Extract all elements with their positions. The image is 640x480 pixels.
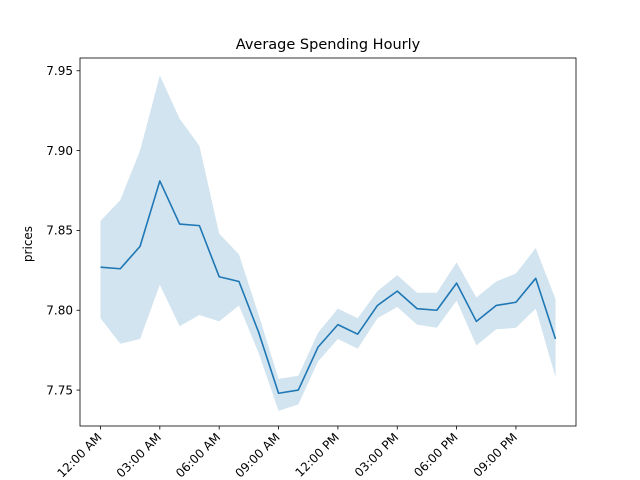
- x-tick-label: 03:00 PM: [352, 430, 401, 479]
- plot-area: [100, 75, 557, 411]
- axes-frame: [79, 57, 577, 427]
- x-tick-label: 03:00 AM: [114, 430, 164, 480]
- y-tick-label: 7.95: [46, 64, 73, 78]
- x-tick-label: 09:00 PM: [471, 430, 520, 479]
- series-line: [100, 180, 557, 395]
- y-tick-label: 7.90: [46, 144, 73, 158]
- x-tick-label: 12:00 PM: [293, 430, 342, 479]
- confidence-band: [100, 75, 556, 411]
- y-tick-label: 7.80: [46, 304, 73, 318]
- x-tick-label: 09:00 AM: [232, 430, 282, 480]
- x-tick-label: 12:00 AM: [54, 430, 104, 480]
- y-axis-label: prices: [21, 226, 35, 262]
- y-tick-label: 7.85: [46, 224, 73, 238]
- x-tick-label: 06:00 PM: [411, 430, 460, 479]
- y-tick-label: 7.75: [46, 383, 73, 397]
- x-tick-label: 06:00 AM: [173, 430, 223, 480]
- chart-title: Average Spending Hourly: [236, 37, 421, 53]
